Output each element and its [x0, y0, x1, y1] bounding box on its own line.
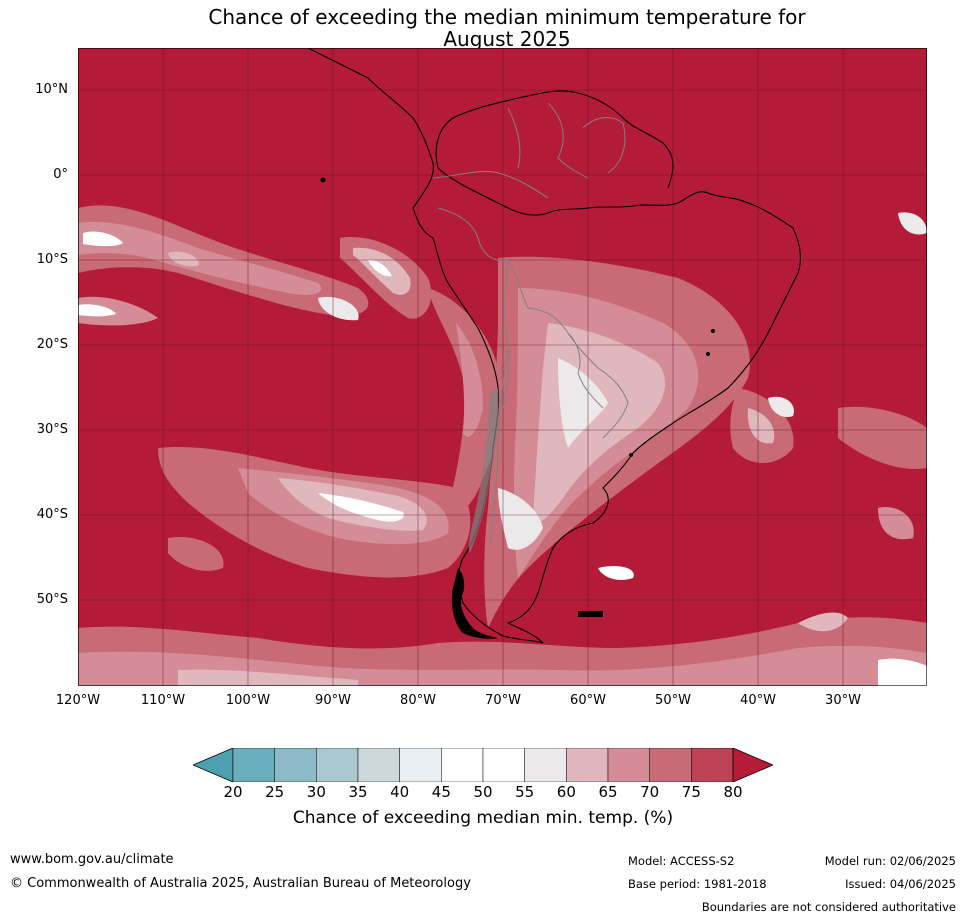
lon-label-80w: 80°W — [400, 693, 436, 708]
lon-label-40w: 40°W — [740, 693, 776, 708]
colorbar-segment — [441, 748, 484, 782]
chile-andes-strip — [468, 388, 499, 553]
pacific-band-south — [158, 447, 471, 578]
pacific-patch-central — [340, 237, 432, 319]
website-link[interactable]: www.bom.gov.au/climate — [10, 852, 174, 867]
colorbar-label: Chance of exceeding median min. temp. (%… — [292, 808, 674, 828]
lon-label-100w: 100°W — [225, 693, 271, 708]
lon-label-60w: 60°W — [570, 693, 606, 708]
lat-label-10s: 10°S — [36, 252, 68, 267]
colorbar-tick-label: 65 — [598, 783, 618, 801]
colorbar — [193, 748, 773, 782]
colorbar-tick-label: 70 — [640, 783, 660, 801]
lon-label-110w: 110°W — [140, 693, 186, 708]
colorbar-segment — [316, 748, 359, 782]
base-period-text: Base period: 1981-2018 — [628, 877, 767, 891]
colorbar-segment — [274, 748, 317, 782]
colorbar-segment — [399, 748, 442, 782]
colorbar-tick-label: 35 — [348, 783, 368, 801]
lat-label-20s: 20°S — [36, 337, 68, 352]
pacific-band-north — [78, 205, 369, 326]
lon-label-120w: 120°W — [55, 693, 101, 708]
colorbar-segment — [649, 748, 692, 782]
colorbar-tick-label: 45 — [431, 783, 451, 801]
colorbar-tick-label: 20 — [223, 783, 243, 801]
pacific-coastal-band — [428, 288, 503, 512]
colorbar-segment — [357, 748, 400, 782]
model-text: Model: ACCESS-S2 — [628, 854, 735, 868]
map-title: Chance of exceeding the median minimum t… — [0, 6, 965, 50]
lat-label-30s: 30°S — [36, 422, 68, 437]
colorbar-segment — [482, 748, 525, 782]
lat-label-0: 0° — [53, 167, 68, 182]
colorbar-segment — [524, 748, 567, 782]
lon-label-50w: 50°W — [655, 693, 691, 708]
copyright-text: © Commonwealth of Australia 2025, Austra… — [10, 876, 471, 891]
colorbar-tick-label: 60 — [556, 783, 576, 801]
issued-text: Issued: 04/06/2025 — [845, 877, 956, 891]
colorbar-segment — [607, 748, 650, 782]
map-frame — [78, 48, 927, 686]
colorbar-extend-high — [732, 748, 773, 782]
lon-label-90w: 90°W — [315, 693, 351, 708]
colorbar-tick-label: 30 — [306, 783, 326, 801]
graticule — [78, 48, 927, 686]
colorbar-segment — [232, 748, 275, 782]
colorbar-extend-low — [193, 748, 234, 782]
islands — [320, 177, 715, 639]
lat-label-40s: 40°S — [36, 507, 68, 522]
colorbar-segment — [691, 748, 734, 782]
lat-label-10n: 10°N — [35, 82, 68, 97]
colorbar-tick-label: 25 — [265, 783, 285, 801]
colorbar-tick-label: 80 — [723, 783, 743, 801]
country-borders — [432, 102, 629, 549]
lon-label-70w: 70°W — [485, 693, 521, 708]
southern-ocean-band — [78, 612, 927, 686]
south-america-interior — [484, 256, 750, 628]
colorbar-tick-label: 55 — [515, 783, 535, 801]
title-line-1: Chance of exceeding the median minimum t… — [208, 5, 806, 29]
coastline — [307, 48, 802, 644]
atlantic-patches — [598, 212, 927, 580]
forecast-map — [78, 48, 927, 686]
lat-label-50s: 50°S — [36, 592, 68, 607]
disclaimer-text: Boundaries are not considered authoritat… — [701, 900, 956, 914]
model-run-text: Model run: 02/06/2025 — [824, 854, 956, 868]
colorbar-tick-label: 75 — [681, 783, 701, 801]
colorbar-segment — [566, 748, 609, 782]
title-line-2: August 2025 — [443, 27, 571, 51]
colorbar-tick-label: 50 — [473, 783, 493, 801]
colorbar-tick-label: 40 — [390, 783, 410, 801]
lon-label-30w: 30°W — [825, 693, 861, 708]
